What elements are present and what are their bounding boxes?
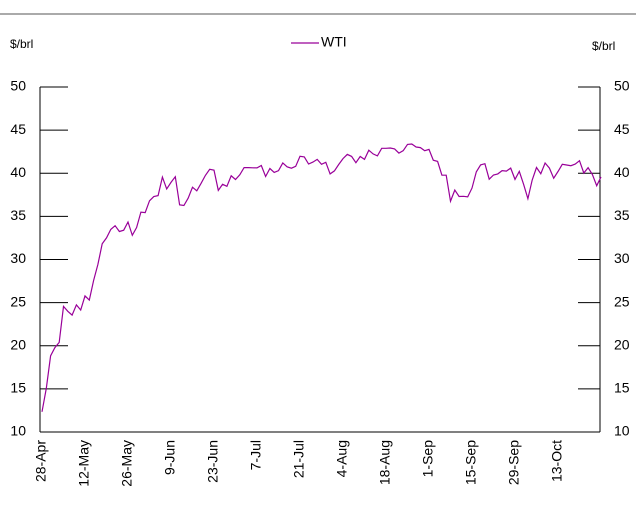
x-tick-label: 12-May bbox=[76, 440, 92, 487]
x-tick-label: 26-May bbox=[119, 440, 135, 487]
y2-tick-label: 45 bbox=[614, 121, 630, 137]
y-tick-label: 40 bbox=[10, 164, 26, 180]
y-tick-label: 45 bbox=[10, 121, 26, 137]
y-tick-label: 15 bbox=[10, 380, 26, 396]
line-series bbox=[41, 143, 602, 412]
x-tick-label: 1-Sep bbox=[420, 440, 436, 478]
x-tick-label: 28-Apr bbox=[33, 440, 49, 482]
y-tick-label: 20 bbox=[10, 336, 26, 352]
x-tick-label: 4-Aug bbox=[334, 440, 350, 477]
x-tick-label: 29-Sep bbox=[506, 440, 522, 485]
y2-tick-label: 25 bbox=[614, 293, 630, 309]
y2-tick-label: 35 bbox=[614, 207, 630, 223]
y2-tick-label: 15 bbox=[614, 380, 630, 396]
x-tick-label: 13-Oct bbox=[549, 440, 565, 482]
y2-tick-label: 40 bbox=[614, 164, 630, 180]
y2-axis-label: $/brl bbox=[592, 39, 615, 53]
y-tick-label: 50 bbox=[10, 78, 26, 94]
x-tick-label: 15-Sep bbox=[463, 440, 479, 485]
x-tick-label: 18-Aug bbox=[377, 440, 393, 485]
legend-label: WTI bbox=[321, 34, 347, 50]
y-tick-label: 30 bbox=[10, 250, 26, 266]
y2-tick-label: 50 bbox=[614, 78, 630, 94]
y-tick-label: 10 bbox=[10, 423, 26, 439]
y-axis-label: $/brl bbox=[10, 37, 33, 51]
y-tick-label: 25 bbox=[10, 293, 26, 309]
x-tick-label: 23-Jun bbox=[205, 440, 221, 483]
x-tick-label: 7-Jul bbox=[248, 440, 264, 470]
y-tick-label: 35 bbox=[10, 207, 26, 223]
x-tick-label: 9-Jun bbox=[162, 440, 178, 475]
x-tick-label: 21-Jul bbox=[291, 440, 307, 478]
y2-tick-label: 10 bbox=[614, 423, 630, 439]
y2-tick-label: 30 bbox=[614, 250, 630, 266]
y2-tick-label: 20 bbox=[614, 336, 630, 352]
